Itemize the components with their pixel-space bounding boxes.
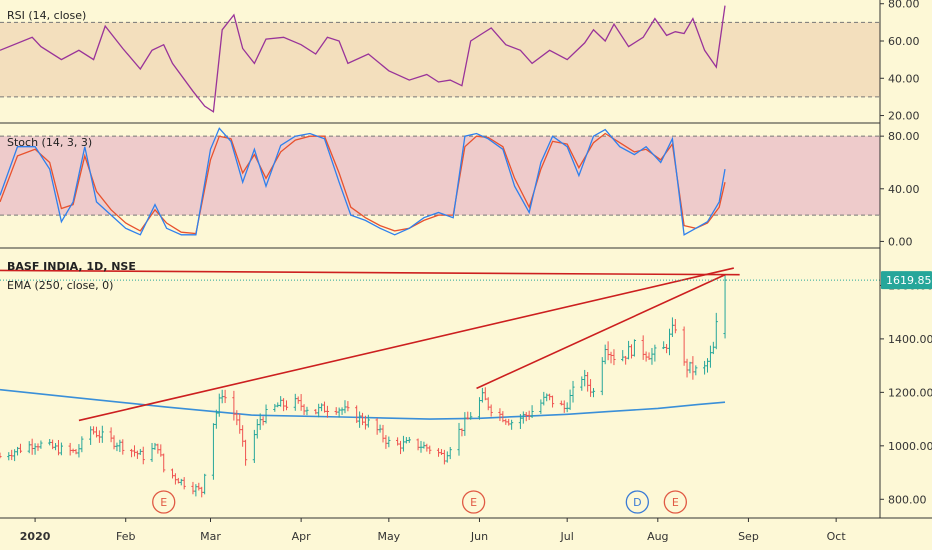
stoch-axis: 0.00 40.00 80.00 [880, 130, 920, 248]
rsi-axis-tick-label: 20.00 [888, 110, 920, 123]
event-marker-circle [625, 490, 649, 514]
rsi-axis-tick-label: 60.00 [888, 35, 920, 48]
time-axis-tick-label: Oct [827, 530, 847, 543]
time-axis-tick-label: Jun [470, 530, 488, 543]
rsi-panel-label: RSI (14, close) [7, 9, 86, 22]
time-axis-tick-label: Aug [647, 530, 668, 543]
price-panel[interactable]: BASF INDIA, 1D, NSE EMA (250, close, 0) … [0, 260, 932, 514]
stoch-axis-tick-label: 40.00 [888, 183, 920, 196]
ema-label: EMA (250, close, 0) [7, 279, 113, 292]
stoch-panel[interactable]: Stoch (14, 3, 3) 0.00 40.00 80.00 [0, 127, 920, 248]
event-marker-letter: E [470, 496, 477, 509]
candlesticks [0, 274, 727, 498]
symbol-label: BASF INDIA, 1D, NSE [7, 260, 136, 273]
time-axis-tick-label: Sep [738, 530, 759, 543]
rsi-axis-tick-label: 80.00 [888, 0, 920, 11]
trendline [78, 267, 735, 422]
time-axis-tick-label: Apr [292, 530, 312, 543]
stoch-band [0, 136, 880, 216]
event-marker-circle [152, 490, 176, 514]
price-axis-tick-label: 800.00 [888, 493, 927, 506]
time-axis-tick-label: May [377, 530, 400, 543]
rsi-axis: 20.00 40.00 60.00 80.00 [880, 0, 920, 123]
price-axis-tick-label: 1400.00 [888, 333, 932, 346]
stoch-axis-tick-label: 80.00 [888, 130, 920, 143]
time-axis-tick-label: Jul [560, 530, 574, 543]
rsi-axis-tick-label: 40.00 [888, 72, 920, 85]
last-price-tag [881, 271, 932, 290]
stoch-axis-tick-label: 0.00 [888, 235, 913, 248]
time-axis-tick-label: Feb [116, 530, 135, 543]
rsi-panel[interactable]: RSI (14, close) 20.00 40.00 60.00 80.00 [0, 0, 920, 123]
time-axis-tick-label: 2020 [20, 530, 51, 543]
trendline [476, 274, 726, 390]
last-price-value: 1619.85 [886, 274, 932, 287]
time-axis-tick-label: Mar [200, 530, 221, 543]
event-marker-letter: E [672, 496, 679, 509]
time-axis[interactable]: 2020 Feb Mar Apr May Jun Jul Aug Sep Oct [20, 518, 847, 543]
event-marker-circle [461, 490, 486, 514]
price-axis-tick-label: 1000.00 [888, 440, 932, 453]
event-marker-letter: E [160, 496, 167, 509]
trendlines[interactable] [0, 267, 740, 422]
event-marker-letter: D [633, 496, 641, 509]
rsi-series-line [0, 5, 726, 113]
stoch-d-line [0, 132, 726, 235]
trendline [0, 269, 740, 276]
price-axis-tick-label: 1200.00 [888, 386, 932, 399]
event-marker-circle [663, 490, 687, 514]
stoch-k-line [0, 127, 726, 236]
stoch-panel-label: Stoch (14, 3, 3) [7, 136, 92, 149]
